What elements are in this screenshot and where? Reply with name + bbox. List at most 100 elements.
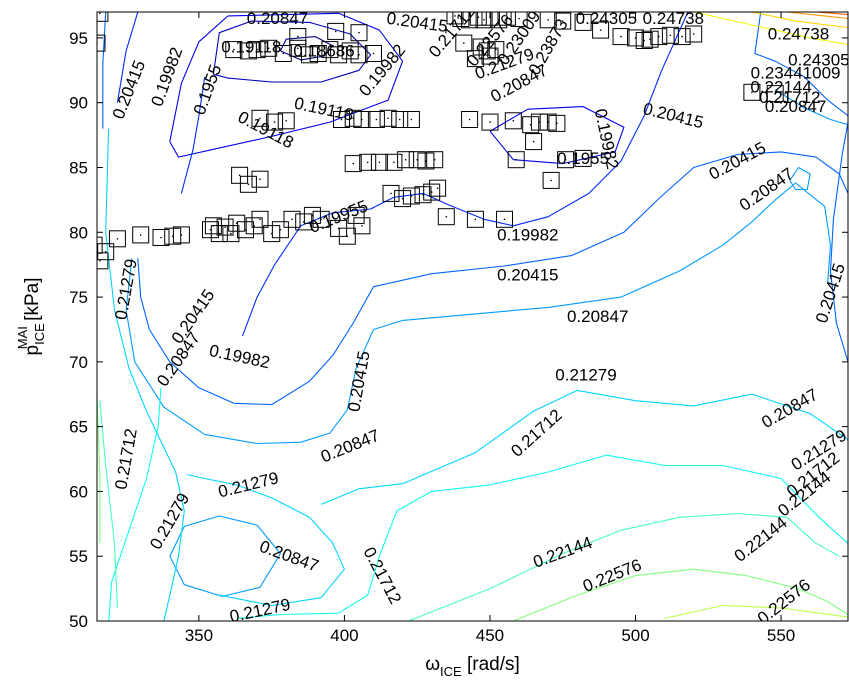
y-tick-label: 65: [69, 418, 88, 437]
y-tick-label: 75: [69, 288, 88, 307]
scatter-marker: [481, 47, 499, 65]
scatter-marker-dot: [291, 218, 293, 221]
contour-label: 0.19982: [208, 341, 272, 372]
scatter-marker-dot: [506, 16, 509, 19]
contour-label: 0.20415: [641, 99, 705, 132]
scatter-markers: [97, 12, 784, 270]
scatter-marker-dot: [751, 91, 753, 94]
scatter-marker: [385, 153, 403, 171]
scatter-marker-dot: [390, 192, 392, 195]
contour-line-5-0: [125, 182, 832, 445]
scatter-marker-dot: [532, 140, 535, 143]
scatter-marker: [359, 153, 377, 171]
scatter-marker: [429, 179, 447, 197]
scatter-marker-dot: [503, 218, 506, 221]
scatter-marker-dot: [352, 162, 355, 165]
contour-label: 0.21279: [216, 468, 280, 501]
scatter-marker-dot: [518, 17, 520, 20]
scatter-marker-dot: [346, 235, 349, 237]
contour-line-3-0: [116, 12, 139, 103]
scatter-marker-dot: [297, 35, 299, 38]
scatter-marker-dot: [489, 55, 491, 57]
contour-line-7-1: [236, 454, 848, 619]
scatter-marker-dot: [317, 52, 320, 55]
scatter-marker-dot: [556, 122, 558, 125]
x-axis-label-base: ω: [425, 654, 440, 675]
scatter-marker-dot: [218, 232, 221, 235]
scatter-marker: [490, 12, 508, 29]
scatter-marker: [481, 12, 499, 26]
scatter-marker: [312, 210, 330, 228]
scatter-marker: [333, 111, 350, 128]
scatter-marker: [402, 111, 420, 128]
scatter-marker: [408, 151, 426, 169]
scatter-marker-dot: [669, 34, 672, 37]
scatter-marker: [673, 28, 691, 46]
contour-line-2-1: [489, 106, 625, 165]
scatter-marker-dot: [410, 118, 413, 121]
contour-line-2-0: [169, 12, 404, 158]
scatter-marker: [350, 46, 368, 64]
scatter-marker: [309, 45, 327, 62]
scatter-marker: [554, 12, 572, 30]
scatter-marker-dot: [267, 47, 270, 50]
contour-label: 0.20415: [497, 266, 558, 285]
y-axis-label-unit: [kPa]: [22, 278, 43, 327]
contour-label: 0.20847: [758, 385, 821, 432]
contour-label: 0.19118: [221, 38, 281, 57]
contour-label: 0.21712: [111, 427, 140, 491]
contour-label: 0.21279: [555, 365, 616, 384]
contour-label: 0.20415: [706, 138, 769, 184]
scatter-marker: [321, 41, 339, 59]
contour-line-4-3: [829, 122, 848, 363]
scatter-marker-dot: [436, 187, 439, 189]
contour-line-1-0: [212, 20, 372, 83]
scatter-marker: [574, 13, 592, 31]
scatter-marker: [248, 41, 266, 59]
contour-line-13-0: [786, 12, 848, 20]
contour-label: 0.22144: [531, 533, 595, 572]
scatter-marker-dot: [116, 238, 119, 240]
contour-label: 0.20415: [812, 261, 849, 325]
y-tick-label: 90: [69, 94, 88, 113]
scatter-marker: [487, 41, 505, 59]
y-tick-label: 85: [69, 158, 88, 177]
contour-label: 0.19982: [355, 41, 409, 100]
scatter-marker-dot: [256, 48, 258, 51]
scatter-marker: [661, 26, 679, 44]
contour-label: 0.19982: [497, 225, 558, 244]
contour-line-6-0: [105, 128, 185, 621]
scatter-marker: [353, 217, 371, 235]
scatter-marker-dot: [582, 157, 584, 160]
scatter-marker: [97, 34, 106, 52]
scatter-marker-dot: [410, 195, 413, 197]
scatter-marker: [228, 214, 246, 232]
scatter-marker: [743, 83, 761, 101]
x-axis-label-unit: [rad/s]: [462, 654, 520, 675]
contour-line-4-0: [102, 12, 107, 129]
scatter-marker: [402, 187, 420, 205]
scatter-marker-dot: [340, 118, 343, 121]
contour-label: 0.22144: [750, 78, 811, 97]
contour-line-5-1: [169, 515, 281, 597]
scatter-marker: [461, 111, 479, 128]
contour-label: 0.21279: [146, 490, 193, 553]
scatter-marker: [172, 226, 190, 244]
contour-label: 0.1955: [557, 149, 609, 168]
contour-label: 0.19982: [147, 45, 186, 109]
scatter-marker-dot: [358, 31, 360, 34]
scatter-marker-dot: [279, 228, 282, 231]
scatter-marker: [367, 111, 385, 128]
scatter-marker-dot: [658, 35, 660, 38]
y-tick-label: 95: [69, 29, 88, 48]
scatter-marker: [289, 39, 307, 57]
contour-line-4-2: [754, 12, 848, 117]
scatter-marker: [225, 41, 243, 59]
scatter-marker: [539, 12, 557, 29]
scatter-marker: [650, 28, 668, 46]
scatter-marker: [379, 109, 397, 127]
contour-label: 0.21279: [228, 595, 292, 626]
contour-label: 0.1955: [190, 62, 226, 117]
contour-label: 0.22576: [580, 555, 644, 596]
x-axis-label: ωICE [rad/s]: [425, 654, 520, 679]
